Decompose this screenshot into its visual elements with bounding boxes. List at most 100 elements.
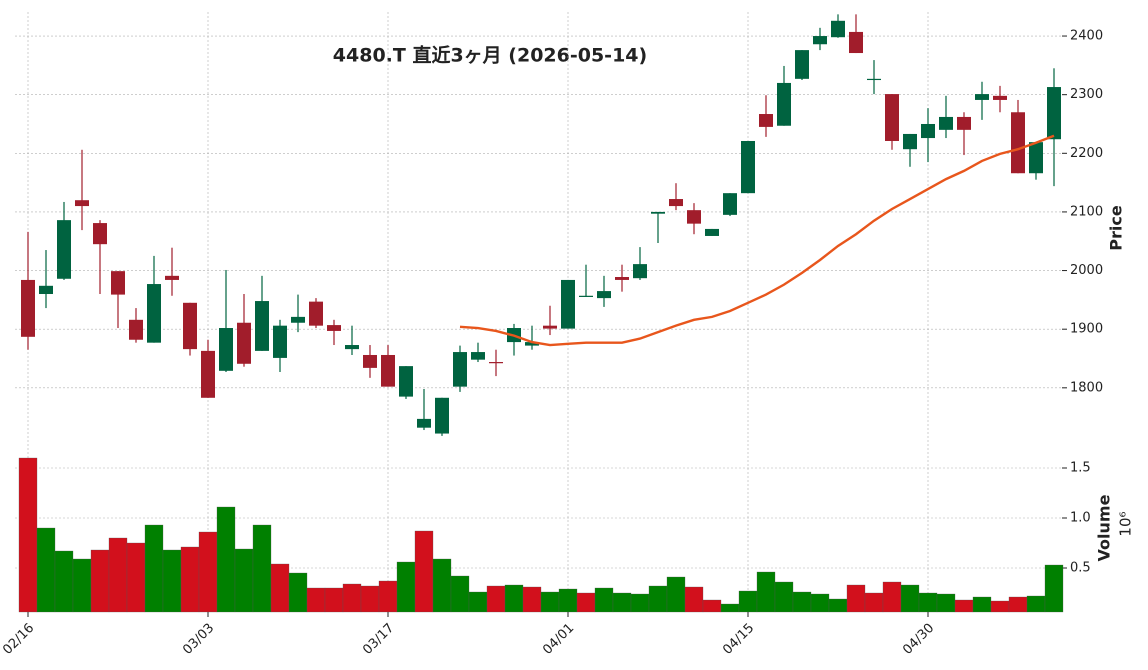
volume-bar — [666, 576, 686, 613]
x-tick-label: 03/17 — [360, 621, 397, 658]
volume-scale-label: 10⁶ — [1117, 511, 1135, 536]
candle-body — [903, 133, 917, 150]
volume-bar — [558, 588, 578, 613]
volume-bar — [288, 572, 308, 613]
volume-bar — [90, 549, 110, 613]
volume-bar — [198, 531, 218, 613]
candle-body — [237, 322, 251, 364]
candle-body — [975, 94, 989, 100]
x-tick-label: 04/30 — [900, 621, 937, 658]
candle-body — [147, 284, 161, 343]
volume-bar — [810, 593, 830, 613]
volume-bar — [72, 558, 92, 613]
candle-body — [201, 350, 215, 398]
candle-body — [327, 325, 341, 331]
candle-body — [471, 352, 485, 360]
y-tick-label: 1900 — [1070, 322, 1103, 337]
candle-body — [39, 285, 53, 295]
y-tick-label: 1.0 — [1070, 511, 1091, 526]
candle-body — [111, 271, 125, 295]
volume-bar — [846, 584, 866, 613]
candle-body — [381, 354, 395, 387]
candle-body — [219, 328, 233, 371]
candle-body — [939, 116, 953, 130]
volume-bar — [630, 593, 650, 613]
candle-body — [93, 223, 107, 245]
candle-body — [129, 319, 143, 340]
candle-body — [813, 36, 827, 45]
volume-bar — [774, 581, 794, 613]
volume-bar — [936, 593, 956, 613]
volume-bar — [234, 548, 254, 613]
y-tick-label: 1.5 — [1070, 461, 1091, 476]
volume-bar — [450, 575, 470, 613]
volume-bar — [126, 542, 146, 613]
candle-body — [183, 302, 197, 350]
candle-body — [705, 228, 719, 236]
volume-bar — [702, 599, 722, 613]
x-tick-label: 04/01 — [540, 621, 577, 658]
candle-body — [1047, 87, 1061, 140]
candle-body — [795, 50, 809, 79]
candle-body — [615, 277, 629, 280]
volume-bar — [504, 584, 524, 613]
volume-bar — [1008, 596, 1028, 613]
volume-bar — [954, 599, 974, 613]
candle-body — [453, 352, 467, 387]
volume-bar — [684, 586, 704, 613]
volume-bar — [882, 581, 902, 613]
candle-body — [543, 325, 557, 329]
volume-bar — [576, 592, 596, 613]
candle-body — [489, 362, 503, 364]
volume-bar — [972, 596, 992, 613]
volume-bar — [738, 590, 758, 613]
volume-bar — [918, 592, 938, 613]
candle-body — [597, 291, 611, 299]
volume-bar — [306, 587, 326, 613]
candle-body — [633, 264, 647, 279]
volume-bar — [540, 591, 560, 613]
volume-bar — [432, 558, 452, 613]
candle-body — [993, 95, 1007, 100]
volume-bar — [180, 546, 200, 613]
volume-bar — [144, 524, 164, 613]
volume-bar — [1044, 564, 1064, 613]
x-tick-label: 04/15 — [720, 621, 757, 658]
candle-body — [165, 275, 179, 280]
y-tick-label: 1800 — [1070, 380, 1103, 395]
y-tick-label: 2400 — [1070, 29, 1103, 44]
volume-bar — [756, 571, 776, 613]
volume-bar — [342, 583, 362, 613]
candle-body — [525, 342, 539, 346]
candle-body — [759, 114, 773, 127]
candle-body — [885, 94, 899, 141]
candle-body — [669, 199, 683, 207]
candle-body — [831, 20, 845, 38]
volume-axis-label: Volume — [1095, 494, 1114, 561]
volume-bar — [792, 591, 812, 613]
y-tick-label: 2100 — [1070, 204, 1103, 219]
x-tick-label: 02/16 — [0, 621, 37, 658]
candle-body — [291, 316, 305, 323]
y-tick-label: 2200 — [1070, 146, 1103, 161]
volume-bar — [864, 592, 884, 613]
volume-bar — [252, 524, 272, 613]
volume-bar — [360, 585, 380, 613]
chart-title: 4480.T 直近3ヶ月 (2026-05-14) — [333, 44, 647, 67]
candle-body — [579, 295, 593, 297]
candle-body — [741, 140, 755, 194]
volume-bar — [414, 530, 434, 613]
y-tick-label: 2300 — [1070, 87, 1103, 102]
moving-average-line — [459, 134, 1055, 347]
price-axis-label: Price — [1107, 205, 1126, 251]
candle-body — [957, 116, 971, 130]
volume-bar — [828, 598, 848, 613]
volume-bar — [36, 527, 56, 613]
volume-bar — [324, 587, 344, 613]
volume-bar — [1026, 595, 1046, 613]
candle-body — [273, 325, 287, 358]
volume-bar — [486, 585, 506, 613]
volume-bar — [108, 537, 128, 613]
volume-bar — [594, 587, 614, 613]
